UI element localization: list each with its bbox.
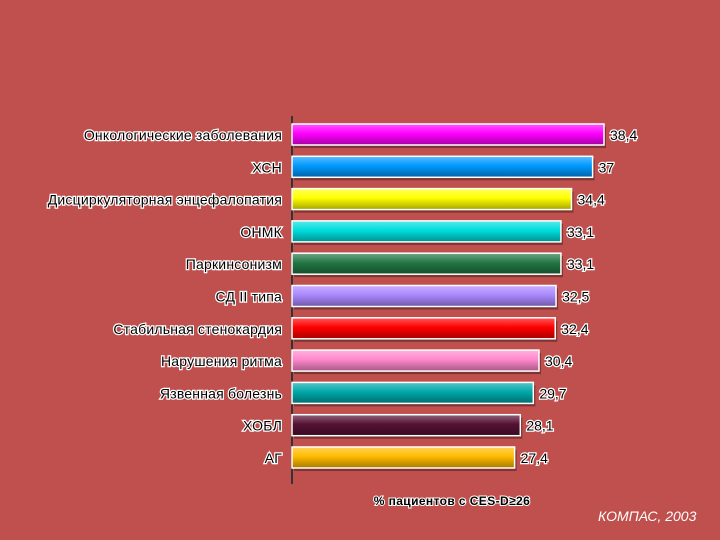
value-label: 30,4: [545, 353, 572, 369]
value-label: 27,4: [521, 450, 548, 466]
value-label: 29,7: [539, 385, 566, 401]
bar: [291, 284, 557, 308]
bar: [291, 317, 556, 340]
category-label: Язвенная болезнь: [160, 385, 282, 401]
value-label: 32,5: [562, 289, 589, 305]
bar: [291, 220, 562, 243]
category-label: Паркинсонизм: [186, 256, 282, 272]
value-label: 28,1: [526, 418, 553, 434]
category-label: ХСН: [252, 159, 282, 175]
value-label: 38,4: [610, 127, 637, 143]
value-label: 34,4: [578, 192, 605, 208]
bar: [291, 413, 522, 437]
category-label: ХОБЛ: [243, 418, 282, 434]
x-axis-label: % пациентов с CES-D≥26: [374, 494, 530, 508]
bar: [291, 155, 594, 179]
category-label: ОНМК: [240, 224, 282, 240]
value-label: 33,1: [567, 224, 594, 240]
bar: [291, 187, 573, 211]
bar: [291, 446, 516, 469]
category-label: Дисциркуляторная энцефалопатия: [48, 192, 282, 208]
category-label: Онкологические заболевания: [84, 127, 282, 143]
value-label: 37: [599, 159, 615, 175]
category-label: Стабильная стенокардия: [113, 321, 282, 337]
bar: [291, 381, 535, 405]
value-label: 32,4: [561, 321, 588, 337]
bars-group: Онкологические заболевания 38,4 ХСН 37 Дисци…: [47, 123, 639, 471]
source-note: КОМПАС, 2003: [598, 508, 697, 524]
category-label: Нарушения ритма: [161, 353, 282, 369]
category-label: АГ: [265, 450, 283, 466]
bar: [291, 349, 540, 372]
value-label: 33,1: [567, 256, 594, 272]
bar: [291, 252, 562, 275]
bar: [291, 123, 605, 146]
category-label: СД II типа: [216, 289, 282, 305]
